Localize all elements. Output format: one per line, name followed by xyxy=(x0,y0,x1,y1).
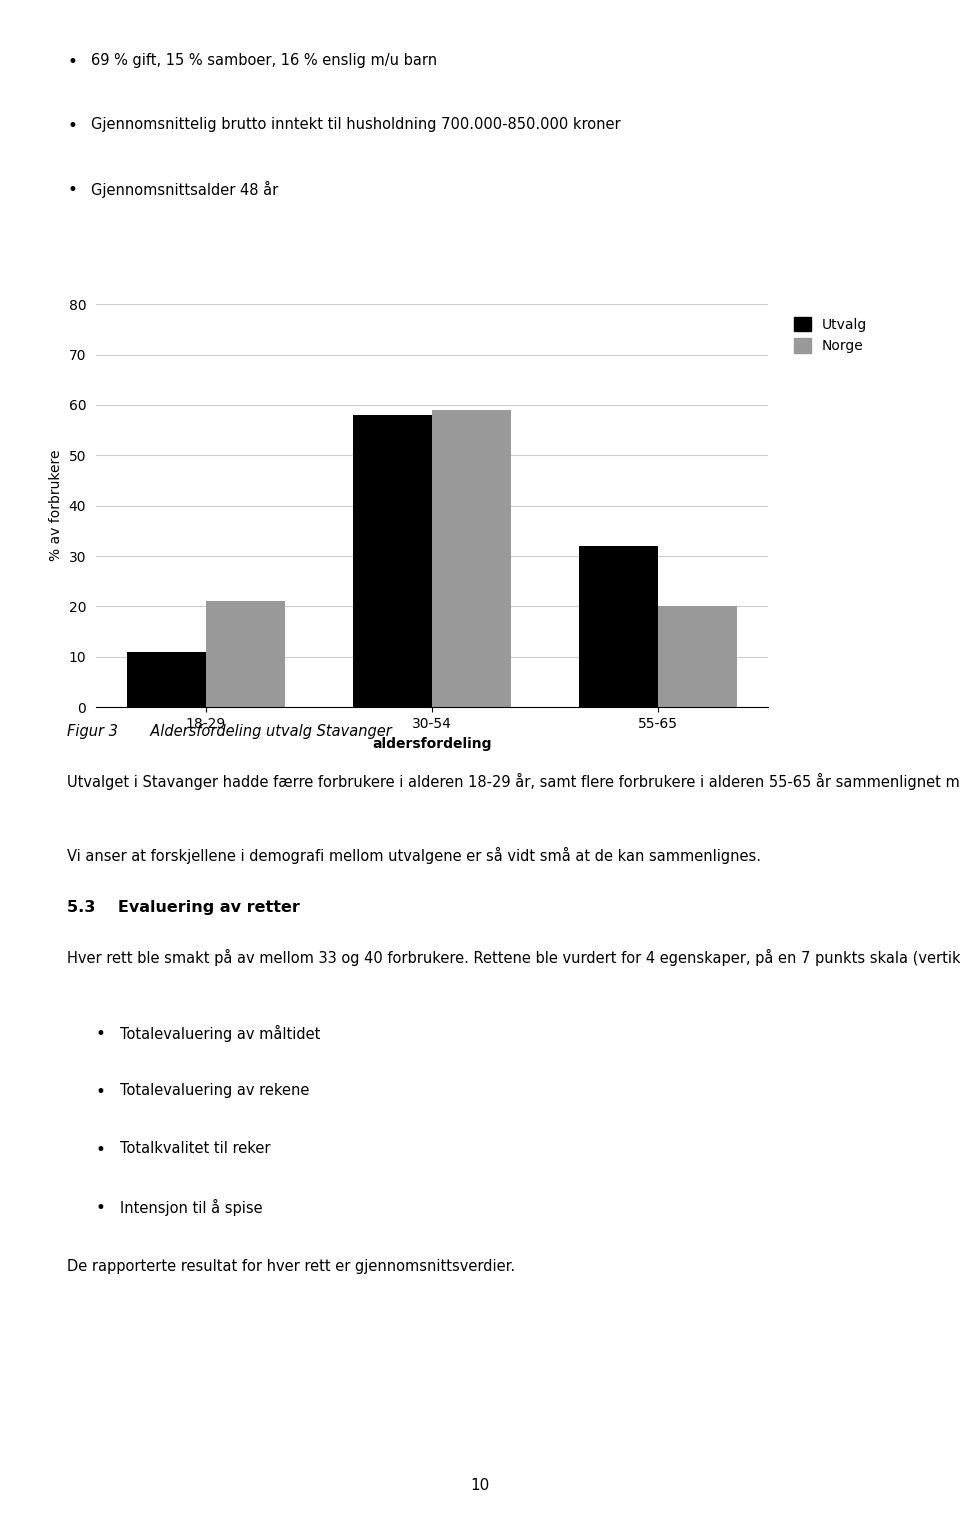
Text: •: • xyxy=(96,1025,106,1043)
Y-axis label: % av forbrukere: % av forbrukere xyxy=(49,450,63,561)
Text: •: • xyxy=(96,1141,106,1159)
Text: Gjennomsnittsalder 48 år: Gjennomsnittsalder 48 år xyxy=(91,181,278,198)
Text: •: • xyxy=(67,181,77,199)
Bar xyxy=(659,607,737,707)
Bar xyxy=(432,411,511,707)
Text: Gjennomsnittelig brutto inntekt til husholdning 700.000-850.000 kroner: Gjennomsnittelig brutto inntekt til hush… xyxy=(91,117,621,132)
Text: •: • xyxy=(67,117,77,135)
Text: Hver rett ble smakt på av mellom 33 og 40 forbrukere. Rettene ble vurdert for 4 : Hver rett ble smakt på av mellom 33 og 4… xyxy=(67,949,960,966)
Text: Utvalget i Stavanger hadde færre forbrukere i alderen 18-29 år, samt flere forbr: Utvalget i Stavanger hadde færre forbruk… xyxy=(67,773,960,789)
Bar xyxy=(579,546,659,707)
Text: •: • xyxy=(96,1199,106,1217)
Text: 10: 10 xyxy=(470,1478,490,1494)
Bar xyxy=(127,653,205,707)
X-axis label: aldersfordeling: aldersfordeling xyxy=(372,736,492,750)
Text: Totalkvalitet til reker: Totalkvalitet til reker xyxy=(120,1141,271,1156)
Bar xyxy=(205,601,285,707)
Text: Totalevaluering av måltidet: Totalevaluering av måltidet xyxy=(120,1025,321,1042)
Text: 69 % gift, 15 % samboer, 16 % enslig m/u barn: 69 % gift, 15 % samboer, 16 % enslig m/u… xyxy=(91,53,438,68)
Text: Intensjon til å spise: Intensjon til å spise xyxy=(120,1199,263,1215)
Legend: Utvalg, Norge: Utvalg, Norge xyxy=(788,312,873,359)
Text: De rapporterte resultat for hver rett er gjennomsnittsverdier.: De rapporterte resultat for hver rett er… xyxy=(67,1259,516,1275)
Bar xyxy=(353,415,432,707)
Text: Totalevaluering av rekene: Totalevaluering av rekene xyxy=(120,1083,309,1098)
Text: Figur 3       Aldersfordeling utvalg Stavanger: Figur 3 Aldersfordeling utvalg Stavanger xyxy=(67,724,392,739)
Text: •: • xyxy=(67,53,77,71)
Text: Vi anser at forskjellene i demografi mellom utvalgene er så vidt små at de kan s: Vi anser at forskjellene i demografi mel… xyxy=(67,847,761,864)
Text: •: • xyxy=(96,1083,106,1101)
Text: 5.3    Evaluering av retter: 5.3 Evaluering av retter xyxy=(67,900,300,916)
